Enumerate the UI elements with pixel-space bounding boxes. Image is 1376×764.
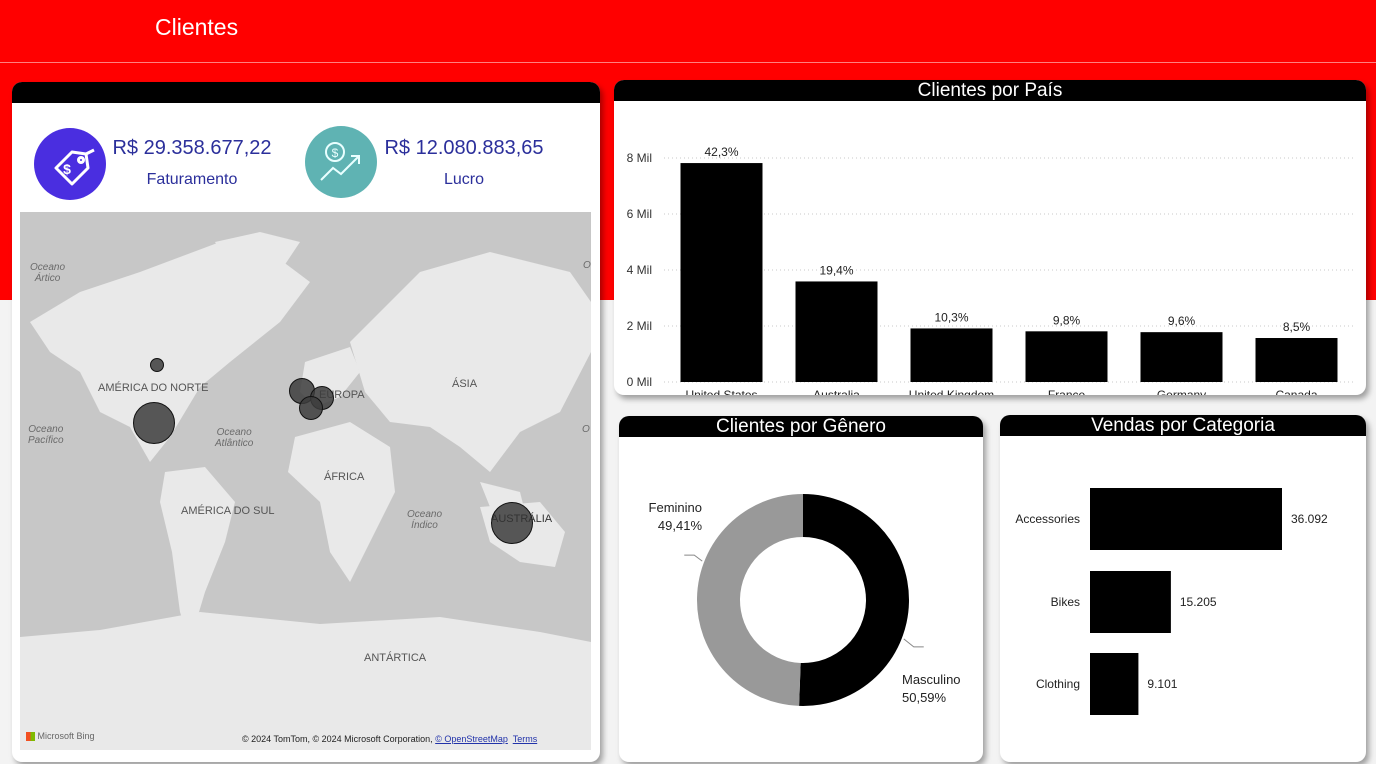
- ocean-label-pacific: Oceano Pacífico: [28, 424, 64, 446]
- leader-line: [903, 638, 924, 648]
- bar[interactable]: [1140, 332, 1223, 382]
- continent-australia: AUSTRÁLIA: [491, 513, 553, 525]
- lucro-label: Lucro: [443, 171, 485, 188]
- gender-donut-chart: Masculino 50,59% Feminino 49,41%: [649, 494, 961, 706]
- kpi-map-card: $ R$ 29.358.677,22 Faturamento $ R$ 12.0…: [12, 82, 600, 762]
- continent-asia: ÁSIA: [452, 378, 478, 390]
- continent-africa: ÁFRICA: [324, 471, 365, 483]
- continent-north-america: AMÉRICA DO NORTE: [98, 382, 209, 394]
- data-label: 42,3%: [704, 145, 738, 159]
- map-bubble-france[interactable]: [299, 396, 323, 420]
- map-bubble-united-states[interactable]: [133, 402, 175, 444]
- ocean-label-indian: Oceano Índico: [407, 509, 443, 531]
- bar[interactable]: [1090, 488, 1282, 550]
- lucro-value: R$ 12.080.883,65: [384, 137, 544, 159]
- y-tick-label: 0 Mil: [627, 375, 652, 389]
- leader-line: [684, 554, 703, 562]
- country-chart-card: Clientes por País 0 Mil 2 Mil 4 Mil 6 Mil 8 …: [614, 80, 1366, 395]
- copyright-text: © 2024 TomTom, © 2024 Microsoft Corporat…: [242, 734, 433, 744]
- slice-label: Feminino: [649, 500, 702, 515]
- ocean-label-atlantic: Oceano Atlântico: [215, 427, 254, 449]
- ocean-label-edge-right: O: [582, 424, 590, 435]
- y-tick-label: 8 Mil: [627, 151, 652, 165]
- data-label: 19,4%: [819, 263, 853, 277]
- bing-provider-label: Microsoft Bing: [37, 731, 95, 741]
- country-bar-chart: 0 Mil 2 Mil 4 Mil 6 Mil 8 Mil 42,3% United Sta…: [627, 145, 1354, 395]
- faturamento-label: Faturamento: [146, 171, 238, 188]
- category-label: Clothing: [1036, 677, 1080, 691]
- world-map[interactable]: Oceano Ártico Oceano Pacífico Oceano Atl…: [20, 212, 591, 750]
- faturamento-value: R$ 29.358.677,22: [112, 137, 272, 159]
- bing-logo: Microsoft Bing: [26, 731, 95, 742]
- land-shapes: [20, 232, 591, 750]
- y-tick-label: 6 Mil: [627, 207, 652, 221]
- bar[interactable]: [1025, 331, 1108, 382]
- ocean-label-edge-top: O: [583, 260, 591, 271]
- continent-south-america: AMÉRICA DO SUL: [181, 505, 275, 517]
- slice-value-label: 50,59%: [902, 690, 947, 705]
- y-tick-label: 2 Mil: [627, 319, 652, 333]
- bar[interactable]: [1090, 653, 1139, 715]
- map-copyright: © 2024 TomTom, © 2024 Microsoft Corporat…: [242, 734, 537, 744]
- bar[interactable]: [1090, 571, 1171, 633]
- slice-value-label: 49,41%: [658, 518, 703, 533]
- slice-label: Masculino: [902, 672, 961, 687]
- gender-chart-card: Clientes por Gênero Masculino 50,59% Femin…: [619, 416, 983, 762]
- category-chart-title: Vendas por Categoria: [1000, 415, 1366, 436]
- category-bar-chart: Accessories 36.092 Bikes 15.205 Clothing 9.10…: [1015, 488, 1328, 715]
- bar[interactable]: [795, 281, 878, 382]
- microsoft-logo-icon: [26, 732, 35, 742]
- bar[interactable]: [910, 328, 993, 382]
- category-label: Accessories: [1015, 512, 1080, 526]
- x-tick-label: United Kingdom: [909, 388, 994, 395]
- svg-text:$: $: [332, 146, 339, 160]
- openstreetmap-link[interactable]: © OpenStreetMap: [435, 734, 508, 744]
- bar[interactable]: [1255, 338, 1338, 382]
- donut-slice[interactable]: [696, 494, 803, 706]
- svg-text:$: $: [63, 161, 71, 177]
- data-label: 9,8%: [1053, 313, 1081, 327]
- data-label: 36.092: [1291, 512, 1328, 526]
- category-label: Bikes: [1051, 595, 1080, 609]
- x-tick-label: Canada: [1275, 388, 1317, 395]
- x-tick-label: United States: [685, 388, 757, 395]
- terms-link[interactable]: Terms: [512, 734, 538, 744]
- kpi-map-card-header: [12, 82, 600, 103]
- page-title: Clientes: [155, 14, 239, 40]
- bar[interactable]: [680, 163, 763, 382]
- map-bubble-canada[interactable]: [150, 358, 164, 372]
- header-divider: [0, 62, 1376, 63]
- donut-slice[interactable]: [799, 494, 909, 706]
- data-label: 10,3%: [934, 310, 968, 324]
- x-tick-label: Australia: [813, 388, 860, 395]
- data-label: 9.101: [1147, 677, 1177, 691]
- y-tick-label: 4 Mil: [627, 263, 652, 277]
- category-chart-card: Vendas por Categoria Accessories 36.092 Bi…: [1000, 415, 1366, 762]
- data-label: 8,5%: [1283, 320, 1311, 334]
- profit-growth-icon: $: [305, 126, 377, 198]
- ocean-label-arctic: Oceano Ártico: [30, 262, 66, 284]
- country-chart-title: Clientes por País: [614, 80, 1366, 101]
- x-tick-label: Germany: [1157, 388, 1206, 395]
- x-tick-label: France: [1048, 388, 1086, 395]
- gender-chart-title: Clientes por Gênero: [619, 416, 983, 437]
- data-label: 15.205: [1180, 595, 1217, 609]
- map-bubble-australia[interactable]: [491, 502, 533, 544]
- data-label: 9,6%: [1168, 314, 1196, 328]
- price-tag-icon: $: [34, 128, 106, 200]
- continent-antarctica: ANTÁRTICA: [364, 652, 427, 664]
